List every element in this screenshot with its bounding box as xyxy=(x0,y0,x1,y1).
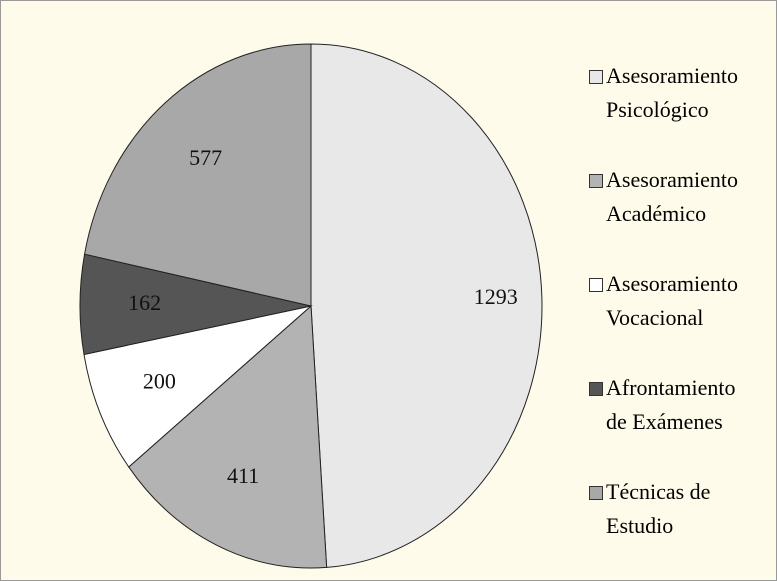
data-label: 411 xyxy=(227,463,259,488)
legend-label: Asesoramiento Académico xyxy=(606,167,738,226)
legend-label: Asesoramiento Psicológico xyxy=(606,63,738,122)
legend-item: Asesoramiento Psicológico xyxy=(589,59,754,127)
legend-swatch xyxy=(589,382,603,396)
legend-swatch xyxy=(589,70,603,84)
pie-slice xyxy=(83,43,312,307)
legend-item: Asesoramiento Vocacional xyxy=(589,267,754,335)
pie-slice xyxy=(128,304,328,569)
data-label: 577 xyxy=(189,145,222,170)
pie-slice xyxy=(310,43,543,568)
pie-slice xyxy=(83,305,313,468)
legend-swatch xyxy=(589,486,603,500)
legend-item: Asesoramiento Académico xyxy=(589,163,754,231)
legend-label: Afrontamiento de Exámenes xyxy=(606,375,736,434)
data-label: 162 xyxy=(128,290,161,315)
legend-label: Técnicas de Estudio xyxy=(606,479,711,538)
legend-item: Técnicas de Estudio xyxy=(589,475,754,543)
legend-swatch xyxy=(589,278,603,292)
legend-item: Afrontamiento de Exámenes xyxy=(589,371,754,439)
legend-swatch xyxy=(589,174,603,188)
legend-label: Asesoramiento Vocacional xyxy=(606,271,738,330)
data-label: 200 xyxy=(143,369,176,394)
data-label: 1293 xyxy=(474,284,518,309)
